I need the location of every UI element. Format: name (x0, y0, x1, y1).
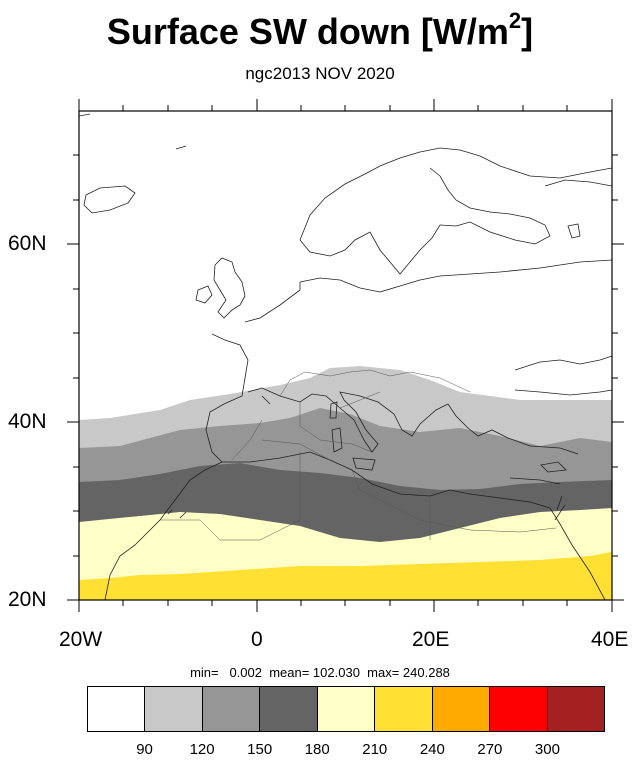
colorbar-tick-label: 270 (477, 741, 503, 758)
band-210-240 (79, 552, 612, 600)
country-borders (160, 369, 557, 541)
colorbar-box (375, 687, 433, 731)
colorbar-box (260, 687, 318, 731)
colorbar-tick-label: 240 (419, 741, 445, 758)
coastlines (79, 113, 612, 600)
colorbar-tick-label: 120 (189, 741, 215, 758)
plot-subtitle: ngc2013 NOV 2020 (245, 64, 395, 83)
colorbar (87, 686, 605, 732)
colorbar-box (317, 687, 376, 731)
colorbar-tick-label: 150 (247, 741, 273, 758)
colorbar-box (145, 687, 203, 731)
colorbar-tick-label: 180 (304, 741, 330, 758)
colorbar-box (432, 687, 491, 731)
map-plot (67, 99, 624, 612)
colorbar-box (490, 687, 548, 731)
axis-ticks (67, 99, 624, 612)
field-statistics: min= 0.002 mean= 102.030 max= 240.288 (190, 665, 450, 680)
colorbar-tick-label: 300 (534, 741, 560, 758)
y-tick-label: 20N (8, 588, 47, 611)
colorbar-box (202, 687, 261, 731)
colorbar-box (88, 687, 146, 731)
x-tick-label: 20E (412, 628, 450, 651)
y-tick-label: 40N (8, 410, 47, 433)
x-tick-label: 20W (59, 628, 103, 651)
colorbar-tick-label: 90 (136, 741, 153, 758)
y-tick-label: 60N (8, 232, 47, 255)
plot-title: Surface SW down [W/m2] (106, 8, 534, 53)
colorbar-tick-label: 210 (362, 741, 388, 758)
x-tick-label: 40E (591, 628, 629, 651)
colorbar-box (547, 687, 604, 731)
shortwave-field (79, 111, 612, 600)
x-tick-label: 0 (251, 628, 263, 651)
